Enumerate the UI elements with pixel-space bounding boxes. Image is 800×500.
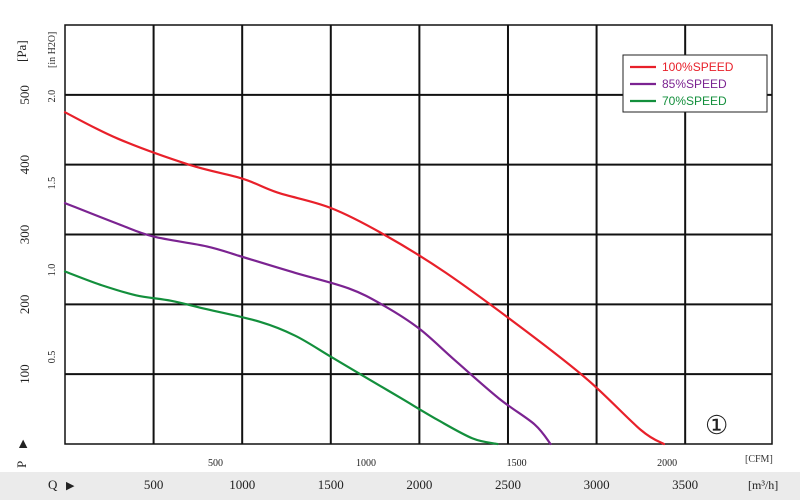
series-lines xyxy=(63,111,665,446)
x-unit-label: [m³/h] xyxy=(748,478,778,492)
x-symbol-label: Q xyxy=(48,477,58,492)
legend-label-3: 70%SPEED xyxy=(662,94,727,108)
y-secondary-tick-label: 1.0 xyxy=(47,264,58,277)
x-arrow-icon: ▶ xyxy=(66,480,75,492)
plot-frame xyxy=(64,24,773,445)
y-tick-label: 400 xyxy=(17,155,32,175)
y-tick-label: 500 xyxy=(17,85,32,105)
y-secondary-tick-label: 1.5 xyxy=(47,177,58,190)
y-unit-label: [Pa] xyxy=(14,40,29,62)
curve-annotation: ① xyxy=(705,411,728,440)
y-secondary-tick-label: 0.5 xyxy=(47,351,58,364)
tick-labels: 500 1000 1500 2000 2500 3000 3500 500 1000 1500 20… xyxy=(17,85,698,492)
x-tick-label: 1500 xyxy=(318,477,344,492)
x-tick-label: 2000 xyxy=(406,477,432,492)
x-secondary-tick-label: 500 xyxy=(208,458,223,469)
y-secondary-tick-label: 2.0 xyxy=(47,90,58,103)
x-axis-band xyxy=(0,472,800,500)
series-line-2 xyxy=(63,202,552,446)
y-tick-label: 100 xyxy=(17,364,32,384)
x-tick-label: 3500 xyxy=(672,477,698,492)
x-secondary-tick-label: 2000 xyxy=(657,458,677,469)
legend: 100%SPEED 85%SPEED 70%SPEED xyxy=(622,54,768,113)
legend-label-2: 85%SPEED xyxy=(662,77,727,91)
y-secondary-unit-label: [in H2O] xyxy=(47,32,58,68)
x-secondary-unit-label: [CFM] xyxy=(745,454,773,465)
legend-label-1: 100%SPEED xyxy=(662,60,734,74)
x-tick-label: 1000 xyxy=(229,477,255,492)
x-tick-label: 2500 xyxy=(495,477,521,492)
y-arrow-icon: ▶ xyxy=(17,439,29,448)
series-line-1 xyxy=(63,111,665,446)
series-line-3 xyxy=(63,270,499,446)
y-tick-label: 300 xyxy=(17,225,32,245)
x-secondary-tick-label: 1500 xyxy=(507,458,527,469)
y-symbol-label: P xyxy=(14,461,29,468)
y-tick-label: 200 xyxy=(17,295,32,315)
x-secondary-tick-label: 1000 xyxy=(356,458,376,469)
x-tick-label: 500 xyxy=(144,477,164,492)
x-tick-label: 3000 xyxy=(584,477,610,492)
